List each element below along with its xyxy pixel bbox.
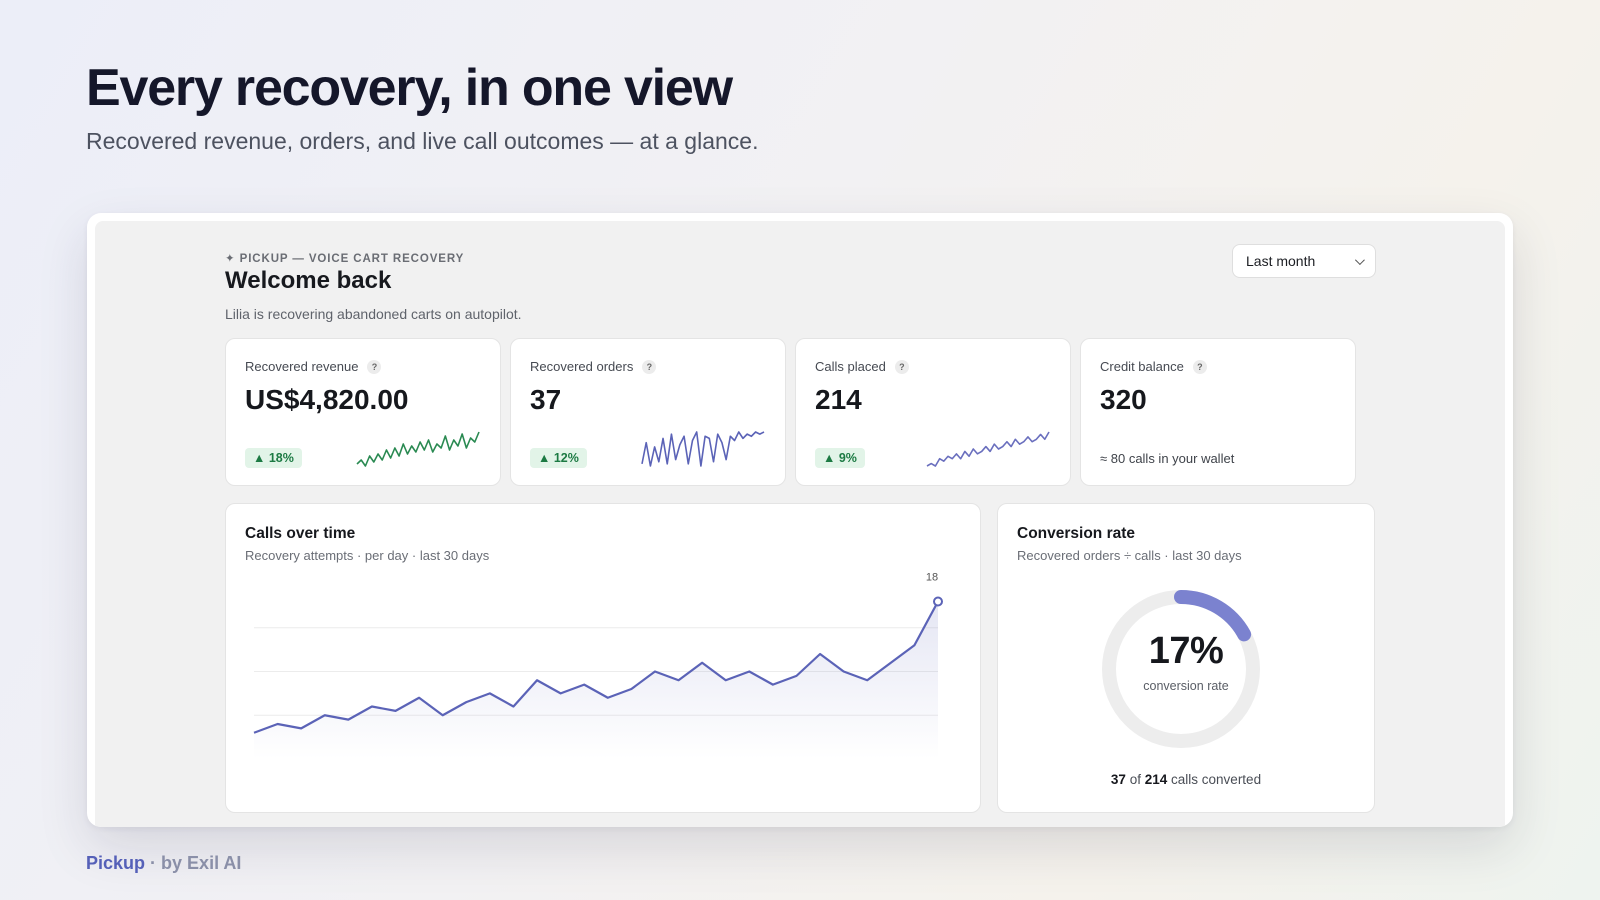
hero-title: Every recovery, in one view — [86, 59, 733, 117]
kpi-value: US$4,820.00 — [245, 384, 409, 415]
panel-subtitle: Recovery attempts · per day · last 30 da… — [245, 548, 490, 563]
kpi-card-calls-placed: Calls placed ? 214 ▲ 9% — [795, 338, 1071, 486]
kpi-value: 214 — [815, 384, 862, 415]
brand-name[interactable]: Pickup — [86, 853, 146, 873]
dashboard-app: ✦ PICKUP — VOICE CART RECOVERY Welcome b… — [95, 221, 1505, 827]
calls-over-time-panel: Calls over time Recovery attempts · per … — [225, 503, 981, 813]
kpi-label: Credit balance ? — [1100, 359, 1207, 374]
app-eyebrow: ✦ PICKUP — VOICE CART RECOVERY — [225, 253, 465, 265]
wallet-note: ≈ 80 calls in your wallet — [1100, 451, 1235, 466]
data-label: 18 — [926, 572, 938, 584]
sparkline-chart — [641, 431, 765, 467]
series-line — [253, 600, 939, 734]
brand-footer: Pickup · by Exil AI — [86, 853, 241, 874]
period-select[interactable]: Last month — [1232, 244, 1376, 278]
sparkline-chart — [926, 431, 1050, 467]
delta-badge: ▲ 12% — [530, 448, 587, 468]
conversion-donut — [1102, 590, 1260, 748]
kpi-label: Recovered orders ? — [530, 359, 657, 374]
kpi-label-text: Recovered revenue — [245, 359, 359, 374]
hero-subtitle: Recovered revenue, orders, and live call… — [86, 128, 759, 154]
help-icon[interactable]: ? — [367, 359, 382, 374]
delta-badge: ▲ 18% — [245, 448, 302, 468]
kpi-label: Recovered revenue ? — [245, 359, 382, 374]
kpi-label-text: Credit balance — [1100, 359, 1184, 374]
brand-suffix: · by Exil AI — [150, 853, 242, 873]
sparkline-chart — [356, 431, 480, 467]
panel-title: Calls over time — [245, 525, 356, 542]
conversion-footnote: 37 of 214 calls converted — [998, 772, 1374, 787]
sparkline-line — [926, 431, 1050, 467]
kpi-card-credit-balance: Credit balance ? 320 ≈ 80 calls in your … — [1080, 338, 1356, 486]
delta-badge: ▲ 9% — [815, 448, 865, 468]
converted-orders: 37 — [1110, 772, 1126, 787]
total-calls: 214 — [1144, 772, 1168, 787]
conversion-rate-panel: Conversion rate Recovered orders ÷ calls… — [997, 503, 1375, 813]
period-select-value: Last month — [1246, 253, 1316, 269]
dashboard-frame: ✦ PICKUP — VOICE CART RECOVERY Welcome b… — [87, 213, 1513, 827]
footnote-suffix: calls converted — [1171, 772, 1262, 787]
kpi-value: 320 — [1100, 384, 1147, 415]
help-icon[interactable]: ? — [894, 359, 909, 374]
last-point — [933, 596, 943, 607]
help-icon[interactable]: ? — [642, 359, 657, 374]
conversion-label: conversion rate — [1143, 679, 1229, 693]
sparkline-line — [641, 431, 765, 467]
kpi-value: 37 — [530, 384, 562, 415]
calls-line-chart: 18 — [253, 572, 943, 759]
donut-progress — [1102, 590, 1260, 748]
area-fill — [254, 601, 938, 759]
panel-title: Conversion rate — [1017, 525, 1136, 542]
page-title: Welcome back — [225, 267, 392, 294]
kpi-label-text: Calls placed — [815, 359, 886, 374]
panel-subtitle: Recovered orders ÷ calls · last 30 days — [1017, 548, 1242, 563]
chevron-down-icon — [1354, 254, 1365, 265]
conversion-value: 17% — [1148, 630, 1224, 672]
kpi-card-recovered-revenue: Recovered revenue ? US$4,820.00 ▲ 18% — [225, 338, 501, 486]
kpi-label-text: Recovered orders — [530, 359, 634, 374]
help-icon[interactable]: ? — [1192, 359, 1207, 374]
kpi-label: Calls placed ? — [815, 359, 909, 374]
sparkline-line — [356, 431, 480, 467]
kpi-card-recovered-orders: Recovered orders ? 37 ▲ 12% — [510, 338, 786, 486]
page-subtitle: Lilia is recovering abandoned carts on a… — [225, 306, 522, 322]
footnote-of: of — [1129, 772, 1141, 787]
